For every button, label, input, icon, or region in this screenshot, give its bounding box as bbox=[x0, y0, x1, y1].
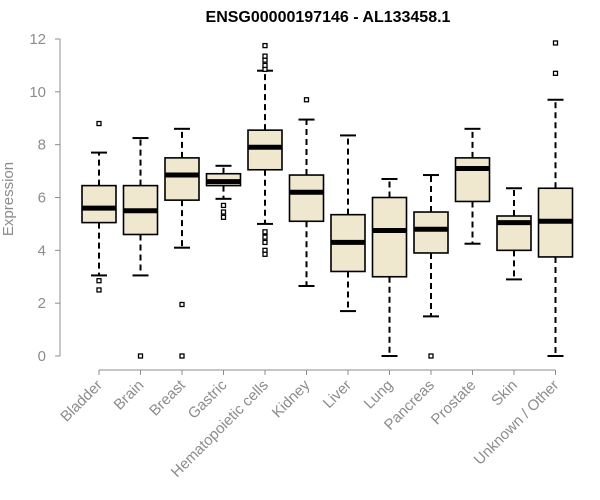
outlier-point bbox=[137, 353, 144, 359]
box-12 bbox=[537, 40, 574, 357]
box-1 bbox=[81, 120, 117, 293]
x-tick-label: Bladder bbox=[57, 377, 106, 426]
y-tick-label: 12 bbox=[29, 31, 46, 48]
outlier-point bbox=[262, 234, 268, 240]
box-6 bbox=[288, 97, 325, 287]
iqr-box bbox=[413, 211, 449, 254]
boxes bbox=[81, 40, 574, 359]
outlier-point bbox=[96, 120, 102, 127]
y-axis-label: Expression bbox=[0, 162, 17, 236]
x-tick-label: Prostate bbox=[428, 377, 480, 429]
outlier-point bbox=[552, 40, 559, 46]
y-tick-label: 8 bbox=[38, 137, 46, 154]
y-tick-label: 0 bbox=[38, 348, 46, 365]
y-tick-label: 10 bbox=[29, 84, 46, 101]
y-tick-label: 4 bbox=[38, 242, 46, 259]
x-tick-label: Kidney bbox=[269, 376, 314, 421]
outlier-point bbox=[303, 97, 310, 103]
outlier-point bbox=[262, 239, 268, 246]
y-axis: 0 2 4 6 8 10 12 bbox=[29, 31, 61, 365]
box-9 bbox=[413, 174, 449, 359]
outlier-point bbox=[262, 42, 268, 49]
chart-title: ENSG00000197146 - AL133458.1 bbox=[206, 9, 451, 26]
box-8 bbox=[371, 178, 408, 357]
outlier-point bbox=[96, 278, 102, 284]
y-tick-label: 6 bbox=[38, 190, 46, 207]
outlier-point bbox=[220, 214, 227, 220]
box-3 bbox=[164, 127, 200, 359]
iqr-box bbox=[371, 196, 408, 278]
outlier-point bbox=[262, 62, 268, 69]
outlier-point bbox=[179, 301, 185, 308]
outlier-point bbox=[96, 287, 102, 293]
outlier-point bbox=[220, 209, 227, 215]
iqr-box bbox=[164, 157, 200, 201]
y-tick-label: 2 bbox=[38, 295, 46, 312]
outlier-point bbox=[262, 251, 268, 257]
outlier-point bbox=[552, 70, 559, 76]
x-tick-label: Breast bbox=[146, 376, 189, 419]
box-5 bbox=[247, 42, 283, 257]
outlier-point bbox=[179, 353, 185, 359]
x-tick-label: Lung bbox=[361, 377, 397, 413]
box-10 bbox=[454, 127, 491, 245]
x-tick-label: Skin bbox=[488, 377, 521, 410]
iqr-box bbox=[247, 129, 283, 171]
box-4 bbox=[205, 164, 242, 220]
box-7 bbox=[330, 134, 366, 313]
iqr-box bbox=[81, 184, 117, 224]
box-2 bbox=[122, 137, 159, 359]
iqr-box bbox=[288, 174, 325, 223]
outlier-point bbox=[262, 53, 268, 59]
iqr-box bbox=[454, 157, 491, 203]
box-11 bbox=[496, 187, 532, 281]
outlier-point bbox=[262, 229, 268, 235]
outlier-point bbox=[428, 353, 434, 359]
x-tick-label: Liver bbox=[320, 377, 355, 412]
outlier-point bbox=[220, 202, 227, 209]
x-tick-label: Brain bbox=[111, 377, 148, 414]
